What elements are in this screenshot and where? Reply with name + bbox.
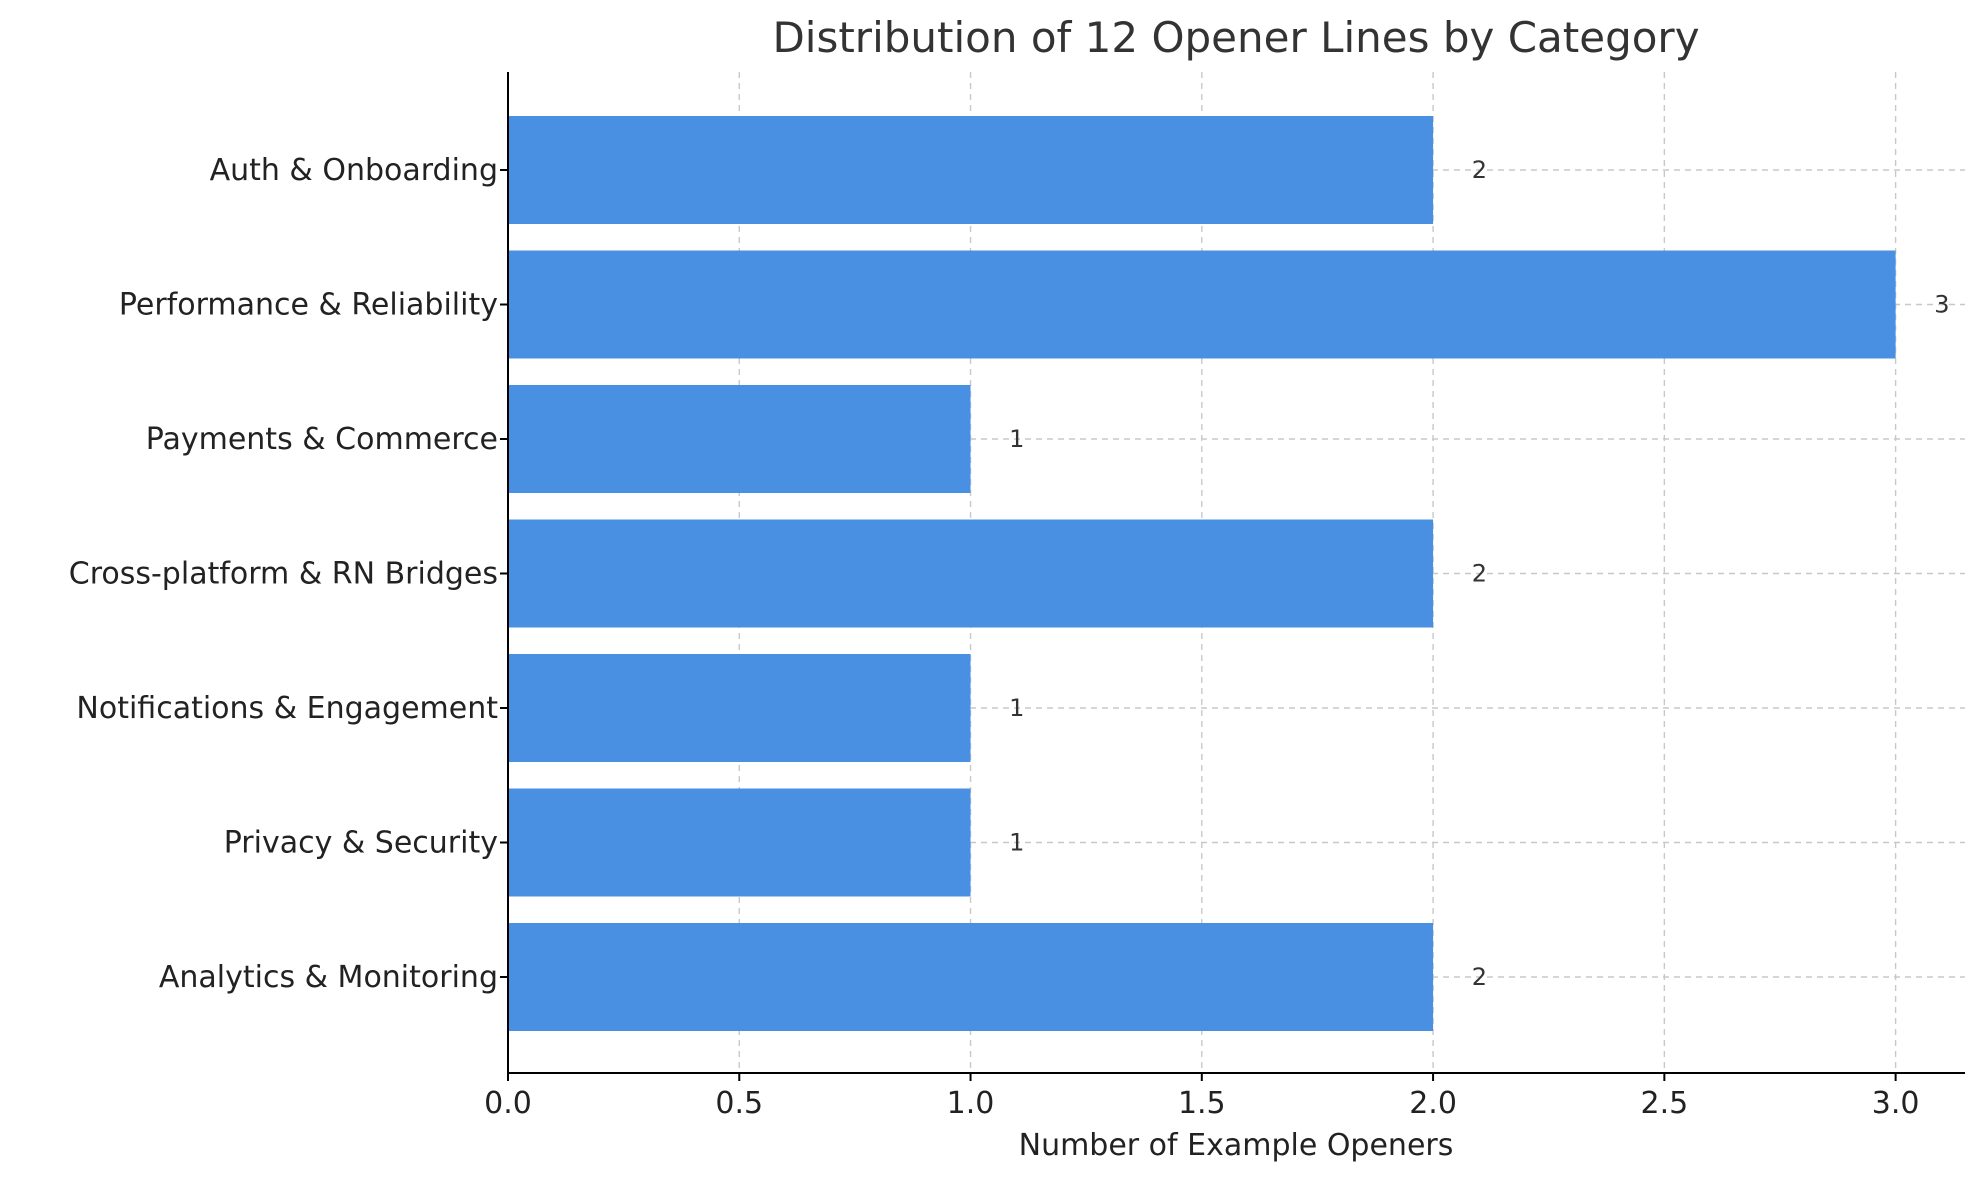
bars-layer	[508, 116, 1896, 1031]
ticks-layer	[500, 169, 1897, 1081]
x-tick-label: 2.5	[1640, 1086, 1688, 1121]
y-tick-label: Payments & Commerce	[146, 422, 498, 457]
chart-title: Distribution of 12 Opener Lines by Categ…	[772, 13, 1699, 62]
bar	[508, 923, 1434, 1031]
y-tick-label: Notifications & Engagement	[76, 691, 498, 726]
bar-value-label: 3	[1934, 291, 1949, 319]
bar-value-label: 2	[1472, 963, 1487, 991]
bar-value-label: 1	[1009, 829, 1024, 857]
x-tick-label: 1.0	[947, 1086, 995, 1121]
bar	[508, 250, 1896, 359]
y-tick-label: Auth & Onboarding	[210, 153, 498, 188]
y-tick-label: Cross-platform & RN Bridges	[69, 557, 498, 592]
labels-layer: 0.0 0.5 1.0 1.5 2.0 2.5 3.0 Auth & Onboarding 2 P…	[69, 153, 1950, 1121]
bar	[508, 385, 971, 493]
x-tick-label: 2.0	[1409, 1086, 1457, 1121]
bar-value-label: 1	[1009, 694, 1024, 722]
y-tick-label: Privacy & Security	[224, 826, 498, 861]
bar	[508, 519, 1434, 628]
bar-value-label: 2	[1472, 560, 1487, 588]
x-tick-label: 0.5	[715, 1086, 763, 1121]
bar	[508, 654, 971, 762]
bar-value-label: 1	[1009, 425, 1024, 453]
bar	[508, 116, 1434, 224]
x-tick-label: 3.0	[1872, 1086, 1920, 1121]
bar-value-label: 2	[1472, 156, 1487, 184]
x-tick-label: 1.5	[1178, 1086, 1226, 1121]
x-axis-title: Number of Example Openers	[1019, 1128, 1454, 1163]
y-tick-label: Performance & Reliability	[119, 288, 498, 323]
bar	[508, 788, 971, 897]
y-tick-label: Analytics & Monitoring	[159, 960, 498, 995]
x-tick-label: 0.0	[484, 1086, 532, 1121]
